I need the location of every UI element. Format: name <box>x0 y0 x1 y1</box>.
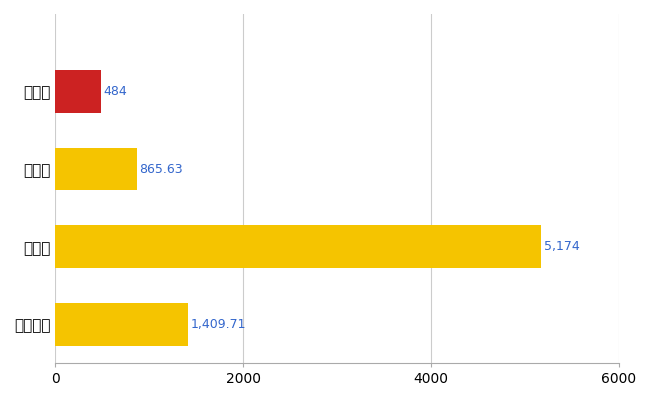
Text: 484: 484 <box>103 85 127 98</box>
Text: 1,409.71: 1,409.71 <box>190 318 246 331</box>
Bar <box>55 303 188 346</box>
Text: 5,174: 5,174 <box>544 240 580 253</box>
Text: 865.63: 865.63 <box>139 162 183 176</box>
Bar <box>55 70 101 113</box>
Bar <box>55 148 136 190</box>
Bar <box>55 225 541 268</box>
